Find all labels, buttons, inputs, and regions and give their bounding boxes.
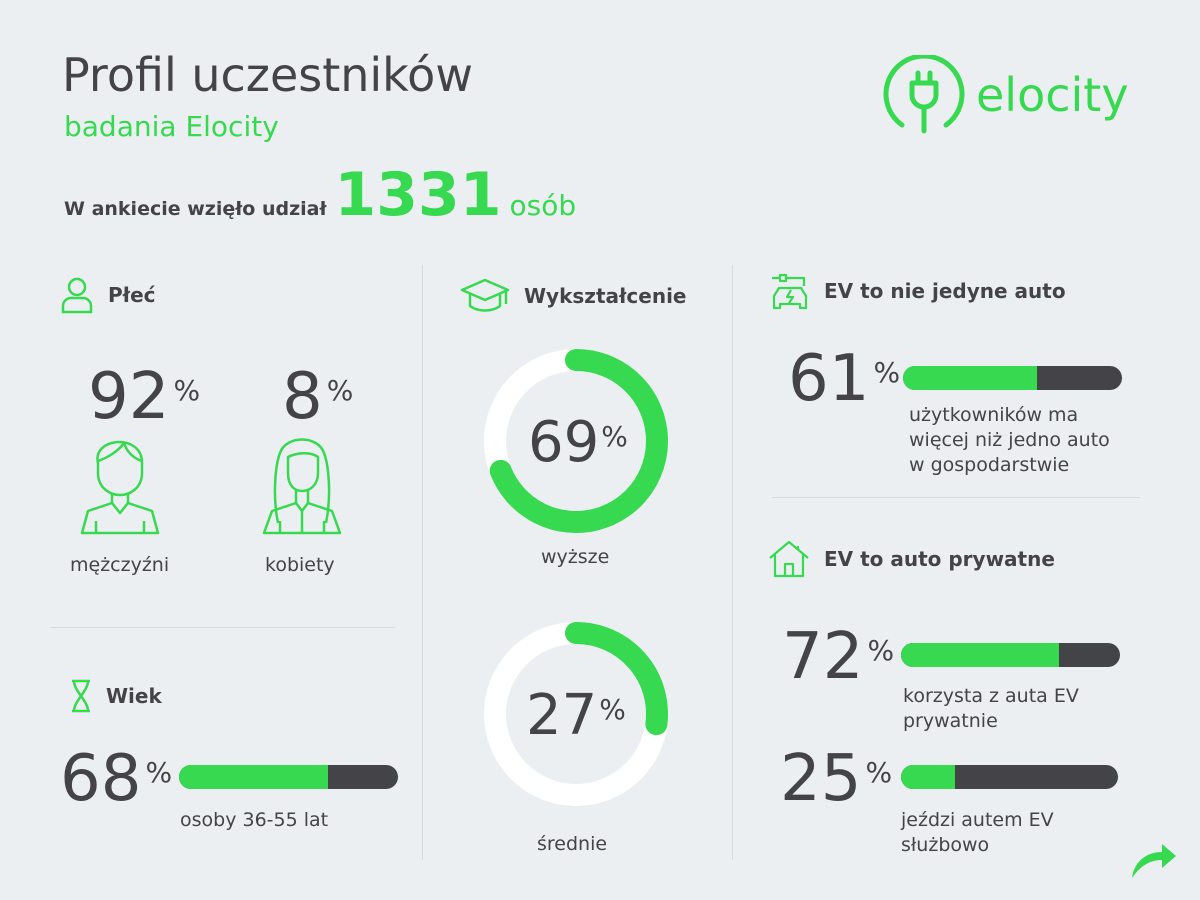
hourglass-icon (72, 679, 90, 713)
higher-label: wyższe (541, 546, 610, 568)
not-only-percent: 61% (788, 342, 901, 416)
men-percent: 92% (88, 360, 201, 434)
house-icon (769, 540, 809, 578)
page-subtitle: badania Elocity (64, 110, 279, 143)
divider (50, 627, 395, 628)
divider (732, 265, 733, 860)
not-only-bar (903, 366, 1122, 390)
age-percent: 68% (60, 742, 173, 816)
woman-icon (262, 438, 342, 535)
elocity-logo: elocity (882, 55, 1129, 135)
men-label: mężczyźni (70, 554, 170, 576)
section-age: Wiek (70, 679, 162, 713)
bar-fill (901, 643, 1059, 667)
participant-count: W ankiecie wzięło udział 1331 osób (64, 160, 576, 230)
private-use-label: korzysta z auta EV prywatnie (903, 685, 1079, 732)
donut-arc (565, 622, 668, 736)
section-private-car: EV to auto prywatne (768, 540, 1055, 578)
plug-icon (883, 55, 965, 134)
women-label: kobiety (265, 554, 335, 576)
ev-car-icon (772, 273, 808, 310)
section-title: EV to auto prywatne (824, 547, 1055, 571)
business-use-bar (901, 765, 1118, 789)
count-value: 1331 (334, 160, 502, 230)
not-only-label: użytkowników ma więcej niż jedno auto w go… (909, 404, 1110, 476)
divider (772, 497, 1140, 498)
user-icon (61, 277, 93, 314)
women-percent: 8% (282, 360, 354, 434)
age-label: osoby 36-55 lat (180, 809, 329, 831)
private-use-bar (901, 643, 1120, 667)
section-education: Wykształcenie (460, 278, 687, 314)
higher-education-donut (484, 349, 668, 533)
next-arrow-icon[interactable] (1128, 838, 1178, 882)
count-unit: osób (509, 189, 577, 222)
age-bar (179, 765, 398, 789)
donut-arc (489, 349, 668, 533)
bar-fill (179, 765, 328, 789)
section-gender: Płeć (60, 276, 156, 314)
bar-fill (903, 366, 1037, 390)
higher-percent: 69% (528, 410, 628, 475)
private-use-percent: 72% (782, 620, 895, 694)
secondary-percent: 27% (526, 683, 626, 748)
count-label: W ankiecie wzięło udział (64, 198, 327, 220)
section-title: EV to nie jedyne auto (824, 279, 1066, 303)
man-icon (80, 440, 160, 535)
business-use-percent: 25% (780, 742, 893, 816)
logo-text: elocity (976, 68, 1129, 122)
secondary-education-donut (484, 622, 668, 806)
section-title: Płeć (108, 283, 156, 307)
section-not-only-car: EV to nie jedyne auto (770, 272, 1066, 310)
divider (422, 265, 423, 860)
secondary-label: średnie (537, 833, 608, 855)
business-use-label: jeździ autem EV służbowo (901, 809, 1054, 856)
page-title: Profil uczestników (62, 48, 473, 102)
bar-fill (901, 765, 956, 789)
graduation-cap-icon (460, 278, 510, 312)
section-title: Wiek (106, 684, 162, 708)
section-title: Wykształcenie (524, 284, 687, 308)
